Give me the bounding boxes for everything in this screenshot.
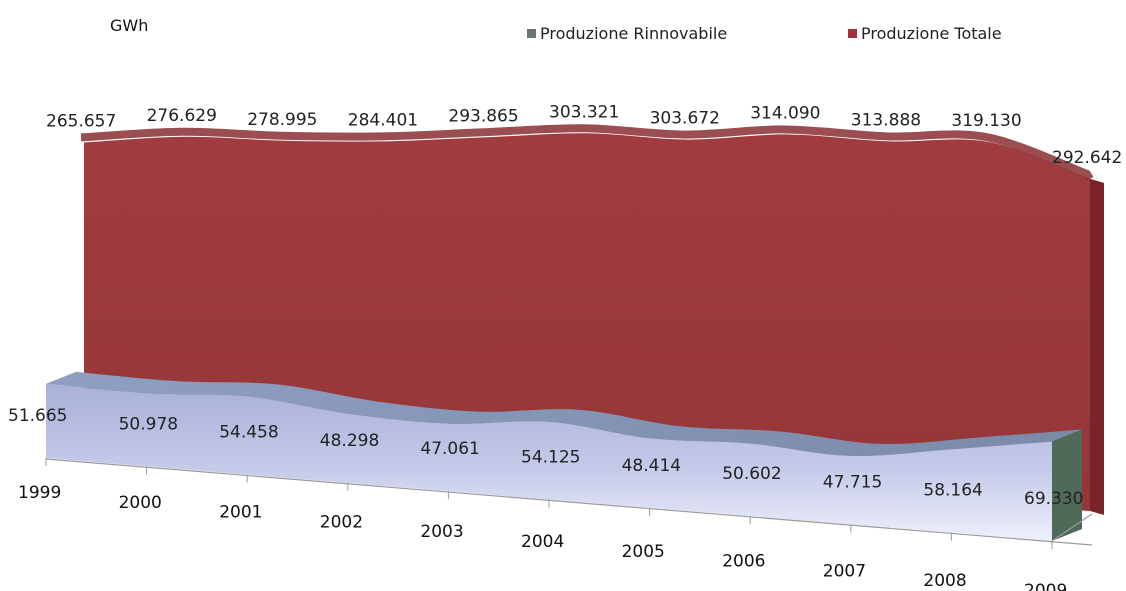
legend-swatch-total bbox=[848, 29, 857, 38]
x-axis-line bbox=[45, 458, 1093, 546]
data-labels: 265.657 51.665 276.629 50.978 278.995 54.458 2… bbox=[8, 102, 1122, 509]
renewable-value-label: 50.602 bbox=[722, 464, 781, 484]
x-tick-label: 1999 bbox=[18, 483, 61, 503]
legend-label-total: Produzione Totale bbox=[861, 24, 1002, 43]
x-tick-label: 2008 bbox=[923, 571, 966, 591]
series-renewable-side bbox=[1052, 429, 1082, 541]
x-axis-depth-line bbox=[1051, 513, 1093, 542]
series-total-top-edge bbox=[80, 124, 1094, 181]
renewable-value-label: 47.061 bbox=[420, 439, 479, 459]
total-value-label: 284.401 bbox=[348, 110, 418, 130]
x-axis: 1999 2000 2001 2002 2003 2004 2005 2006 2007 2008… bbox=[18, 458, 1093, 591]
renewable-value-label: 51.665 bbox=[8, 406, 67, 426]
renewable-value-label: 54.458 bbox=[219, 423, 278, 443]
series-total-side bbox=[1090, 178, 1104, 515]
x-tick-label: 2004 bbox=[521, 532, 564, 552]
total-value-label: 314.090 bbox=[750, 103, 820, 123]
x-tick-label: 2001 bbox=[219, 503, 262, 523]
x-tick-label: 2003 bbox=[420, 522, 463, 542]
total-value-label: 276.629 bbox=[147, 106, 217, 126]
x-tick-label: 2009 bbox=[1024, 581, 1067, 591]
total-value-label: 293.865 bbox=[448, 106, 518, 126]
total-value-label: 292.642 bbox=[1052, 148, 1122, 168]
legend-item-renewable: Produzione Rinnovabile bbox=[527, 24, 727, 43]
x-tick-label: 2005 bbox=[622, 542, 665, 562]
renewable-value-label: 48.298 bbox=[320, 431, 379, 451]
legend-label-renewable: Produzione Rinnovabile bbox=[540, 24, 728, 43]
series-renewable-top-face bbox=[46, 371, 1082, 457]
x-tick-label: 2002 bbox=[320, 512, 363, 532]
y-unit-label: GWh bbox=[110, 16, 149, 35]
legend-swatch-renewable bbox=[527, 29, 536, 38]
series-renewable-area bbox=[46, 371, 1082, 541]
renewable-value-label: 48.414 bbox=[622, 456, 681, 476]
total-value-label: 303.321 bbox=[549, 102, 619, 122]
total-value-label: 303.672 bbox=[650, 109, 720, 129]
renewable-value-label: 50.978 bbox=[119, 414, 178, 434]
renewable-value-label: 47.715 bbox=[823, 472, 882, 492]
legend-item-total: Produzione Totale bbox=[848, 24, 1002, 43]
renewable-value-label: 58.164 bbox=[923, 481, 982, 501]
renewable-value-label: 54.125 bbox=[521, 448, 580, 468]
total-value-label: 319.130 bbox=[951, 111, 1021, 131]
total-value-label: 265.657 bbox=[46, 112, 116, 132]
x-tick-label: 2007 bbox=[823, 561, 866, 581]
renewable-value-label: 69.330 bbox=[1024, 489, 1083, 509]
total-value-label: 278.995 bbox=[247, 110, 317, 130]
series-renewable-fill bbox=[46, 383, 1052, 541]
x-tick-label: 2000 bbox=[119, 493, 162, 513]
x-tick-label: 2006 bbox=[722, 552, 765, 572]
total-value-label: 313.888 bbox=[851, 110, 921, 130]
